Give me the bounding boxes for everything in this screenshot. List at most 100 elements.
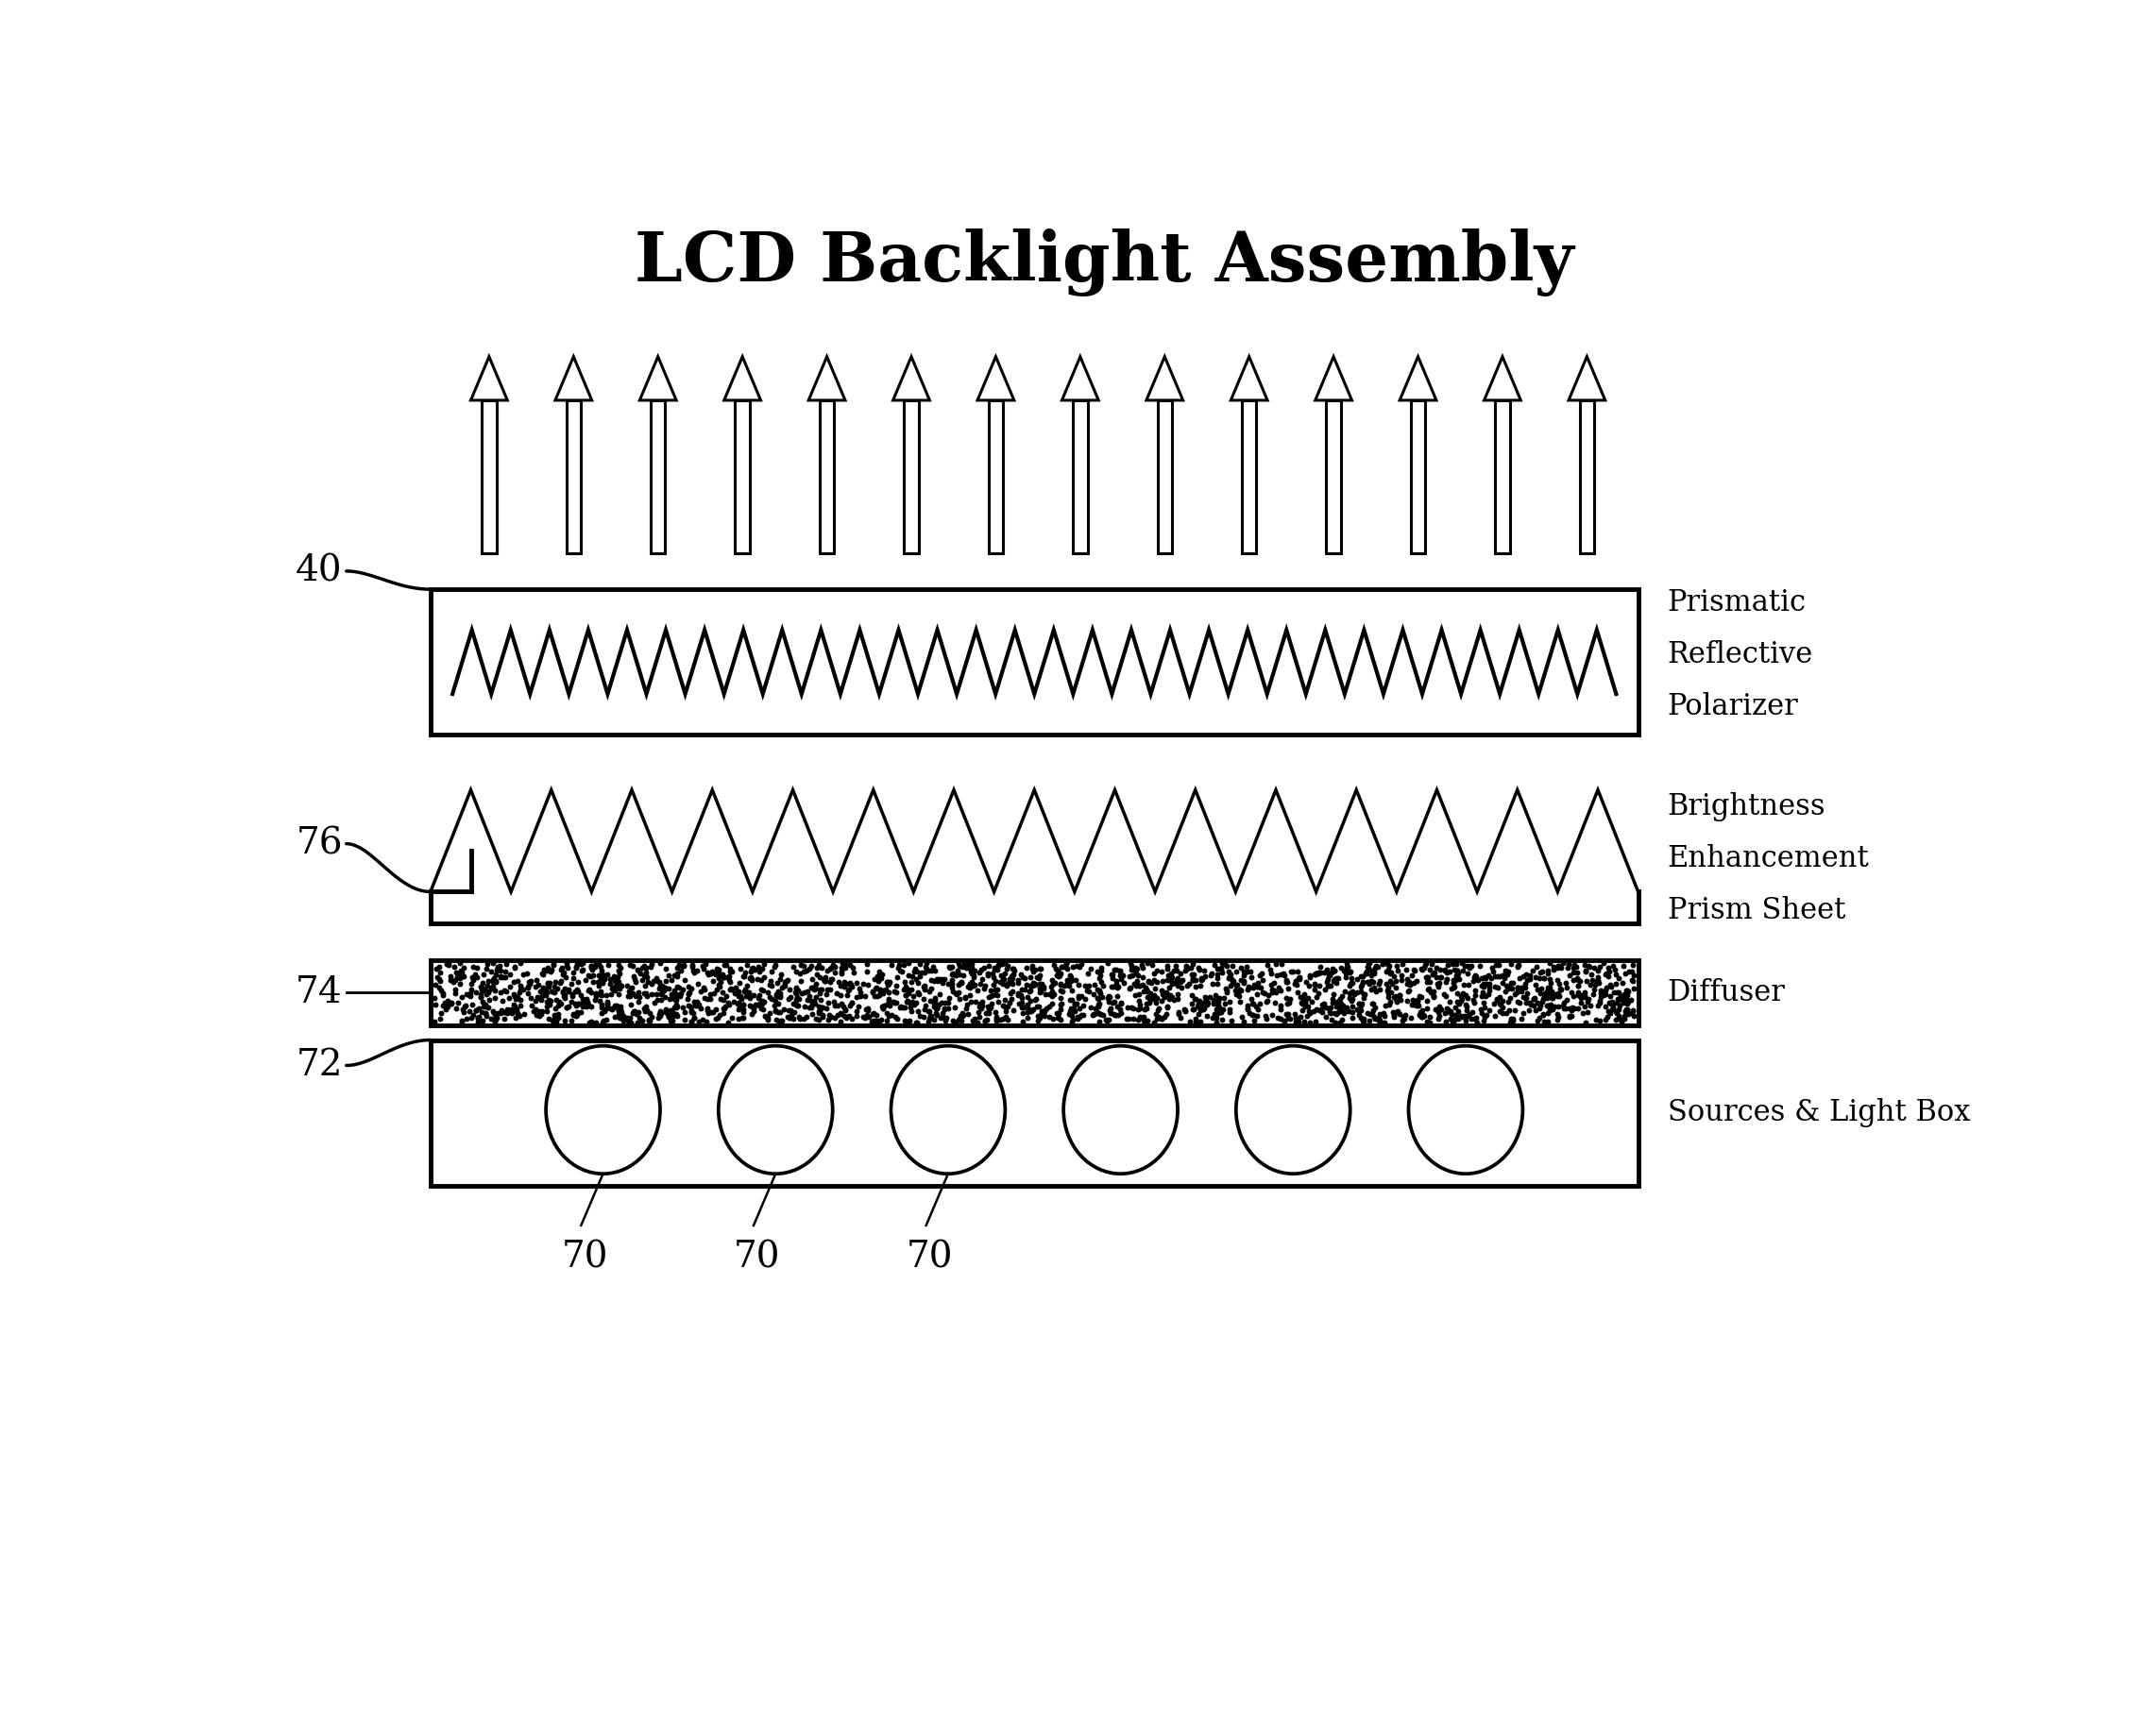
Point — [1574, 960, 1608, 988]
Point — [589, 981, 623, 1009]
Point — [1447, 971, 1481, 998]
Point — [1233, 959, 1268, 986]
Point — [612, 1003, 647, 1031]
Point — [494, 960, 528, 988]
Point — [921, 965, 955, 993]
Point — [813, 976, 847, 1003]
Point — [1266, 960, 1300, 988]
Point — [1539, 953, 1574, 981]
Point — [1445, 957, 1479, 984]
Point — [1169, 953, 1203, 981]
Point — [1197, 1000, 1231, 1028]
Point — [955, 967, 990, 995]
Point — [720, 988, 755, 1015]
Point — [1576, 976, 1611, 1003]
Point — [1520, 1007, 1554, 1034]
Point — [1052, 1000, 1087, 1028]
Point — [1352, 1007, 1386, 1034]
Point — [1356, 990, 1391, 1017]
Point — [1408, 950, 1442, 978]
Point — [479, 967, 513, 995]
Point — [1199, 1003, 1233, 1031]
Point — [780, 976, 815, 1003]
Point — [1498, 981, 1533, 1009]
Point — [804, 953, 839, 981]
Point — [431, 950, 466, 978]
Point — [1100, 971, 1134, 998]
Point — [727, 962, 761, 990]
Point — [1479, 986, 1514, 1014]
Point — [1410, 986, 1445, 1014]
Point — [748, 1002, 783, 1029]
Point — [1332, 972, 1367, 1000]
Point — [1207, 976, 1242, 1003]
Point — [908, 974, 942, 1002]
Point — [1343, 991, 1378, 1019]
Point — [1145, 1005, 1179, 1033]
Point — [1272, 974, 1307, 1002]
Point — [1533, 996, 1567, 1024]
Point — [983, 962, 1018, 990]
Point — [1082, 1000, 1117, 1028]
Point — [602, 1002, 636, 1029]
Point — [602, 998, 636, 1026]
Polygon shape — [1242, 400, 1257, 553]
Point — [923, 1003, 957, 1031]
Point — [1363, 967, 1397, 995]
Point — [1354, 967, 1388, 995]
Point — [1352, 969, 1386, 996]
Point — [638, 990, 673, 1017]
Point — [1272, 1003, 1307, 1031]
Point — [852, 995, 886, 1022]
Point — [614, 1009, 649, 1036]
Point — [942, 979, 977, 1007]
Point — [673, 996, 707, 1024]
Point — [429, 993, 464, 1021]
Polygon shape — [808, 357, 845, 400]
Point — [694, 998, 729, 1026]
Point — [916, 993, 951, 1021]
Point — [1104, 962, 1138, 990]
Point — [1382, 981, 1416, 1009]
Point — [968, 1009, 1003, 1036]
Point — [640, 967, 675, 995]
Point — [1044, 990, 1078, 1017]
Point — [1011, 978, 1046, 1005]
Point — [653, 986, 688, 1014]
Point — [793, 995, 828, 1022]
Point — [949, 983, 983, 1010]
Point — [808, 967, 843, 995]
Point — [899, 1009, 934, 1036]
Point — [1119, 957, 1153, 984]
Bar — [431, 1040, 1639, 1186]
Point — [1393, 978, 1427, 1005]
Point — [975, 993, 1009, 1021]
Point — [1190, 990, 1225, 1017]
Point — [787, 959, 821, 986]
Point — [763, 1007, 798, 1034]
Point — [1136, 952, 1171, 979]
Point — [1600, 969, 1634, 996]
Point — [858, 1002, 893, 1029]
Point — [912, 957, 946, 984]
Point — [535, 1007, 569, 1034]
Point — [1391, 986, 1425, 1014]
Point — [847, 971, 882, 998]
Point — [1270, 984, 1304, 1012]
Point — [694, 959, 729, 986]
Point — [1608, 1002, 1643, 1029]
Point — [1227, 1009, 1261, 1036]
Point — [716, 959, 750, 986]
Point — [606, 1002, 640, 1029]
Point — [642, 950, 677, 978]
Point — [862, 978, 897, 1005]
Point — [1074, 955, 1108, 983]
Point — [520, 965, 554, 993]
Point — [1432, 998, 1466, 1026]
Point — [901, 962, 936, 990]
Point — [1039, 955, 1074, 983]
Point — [1421, 1005, 1455, 1033]
Point — [470, 993, 505, 1021]
Point — [1539, 983, 1574, 1010]
Point — [918, 965, 953, 993]
